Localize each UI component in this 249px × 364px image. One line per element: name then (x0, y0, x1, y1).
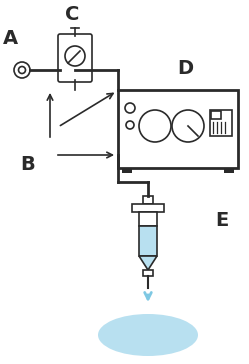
Polygon shape (139, 256, 157, 270)
Text: C: C (65, 5, 79, 24)
Bar (143, 270, 153, 276)
Text: D: D (177, 59, 193, 78)
Bar (139, 212, 157, 226)
Text: A: A (2, 28, 18, 47)
Ellipse shape (98, 314, 198, 356)
Bar (210, 110, 232, 136)
Bar (139, 226, 157, 256)
Bar (122, 168, 132, 173)
Bar (143, 196, 153, 204)
Bar (224, 168, 234, 173)
Text: E: E (215, 210, 229, 229)
Text: B: B (21, 155, 35, 174)
Bar (132, 204, 164, 212)
Bar (118, 90, 238, 168)
Bar (211, 111, 221, 119)
FancyBboxPatch shape (58, 34, 92, 82)
